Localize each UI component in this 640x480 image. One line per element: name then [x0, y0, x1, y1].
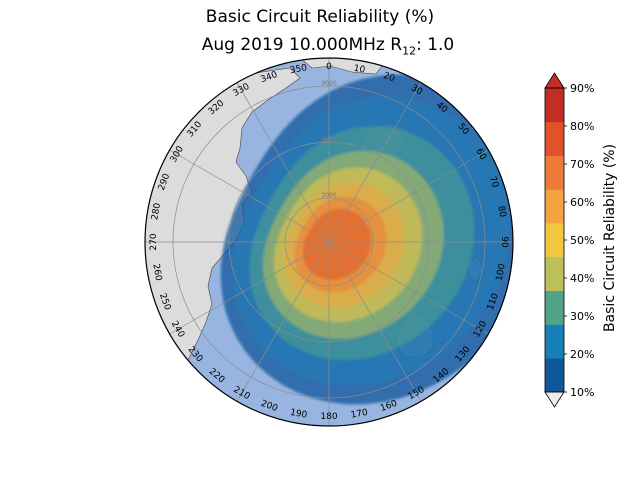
coverage-contours: [220, 74, 513, 405]
subtitle-subscript: 12: [402, 44, 417, 58]
colorbar-extend-over: [544, 72, 565, 89]
azimuth-spoke-30: [328, 82, 422, 243]
azimuth-spoke-120: [328, 241, 489, 335]
azimuth-label-80: 80: [495, 205, 507, 218]
colorbar-segment-40-percent: [545, 256, 564, 291]
azimuth-spoke-300: [169, 149, 330, 243]
azimuth-label-90: 90: [499, 236, 509, 248]
azimuth-label-70: 70: [487, 175, 500, 189]
colorbar-label: Basic Circuit Reliability (%): [602, 144, 618, 332]
azimuth-label-180: 180: [320, 412, 337, 422]
range-ring-labels: 3000 6000 9000: [321, 80, 336, 199]
subtitle-prefix: Aug 2019 10.000MHz R: [201, 35, 403, 55]
azimuth-spoke-210: [236, 241, 330, 402]
colorbar-tick-label-30-percent: 30%: [570, 310, 594, 323]
colorbar-segment-50-percent: [545, 223, 564, 258]
azimuth-label-260: 260: [150, 263, 163, 282]
colorbar-segment-30-percent: [545, 290, 564, 325]
colorbar: 10% 20% 30% 40% 50% 60% 70% 80% 90%: [544, 72, 594, 408]
colorbar-tick-label-20-percent: 20%: [570, 348, 594, 361]
azimuth-label-0: 0: [326, 62, 332, 72]
subtitle-suffix: : 1.0: [416, 35, 455, 55]
colorbar-tick-label-10-percent: 10%: [570, 386, 594, 399]
colorbar-segment-10-percent: [545, 358, 564, 393]
colorbar-segment-80-percent: [545, 121, 564, 156]
colorbar-tick-label-40-percent: 40%: [570, 272, 594, 285]
colorbar-tick-label-80-percent: 80%: [570, 120, 594, 133]
range-ring-label-9000: 9000: [321, 80, 336, 87]
colorbar-tick-label-70-percent: 70%: [570, 158, 594, 171]
colorbar-segment-20-percent: [545, 324, 564, 359]
polar-grid: [145, 58, 513, 426]
colorbar-tick-label-50-percent: 50%: [570, 234, 594, 247]
azimuth-spoke-240: [169, 241, 330, 335]
colorbar-tick-label-90-percent: 90%: [570, 82, 594, 95]
azimuth-label-280: 280: [150, 202, 163, 221]
azimuth-label-100: 100: [495, 263, 508, 282]
chart-subtitle: Aug 2019 10.000MHz R12: 1.0: [8, 35, 640, 57]
range-ring-label-3000: 3000: [321, 192, 336, 199]
chart-title: Basic Circuit Reliability (%): [205, 7, 435, 27]
colorbar-segment-60-percent: [545, 189, 564, 224]
azimuth-label-350: 350: [289, 63, 308, 76]
azimuth-spoke-150: [328, 241, 422, 402]
colorbar-extend-under: [544, 391, 565, 408]
map-boundary: [144, 57, 514, 427]
azimuth-label-10: 10: [353, 64, 366, 76]
azimuth-spoke-60: [328, 149, 489, 243]
azimuth-label-270: 270: [149, 233, 159, 250]
colorbar-segment-70-percent: [545, 155, 564, 190]
azimuth-spoke-330: [236, 82, 330, 243]
colorbar-segment-90-percent: [545, 88, 564, 123]
azimuth-label-20: 20: [382, 71, 396, 84]
azimuth-label-190: 190: [289, 408, 308, 421]
colorbar-tick-label-60-percent: 60%: [570, 196, 594, 209]
azimuth-label-170: 170: [350, 408, 369, 421]
azimuth-labels: 0 102030405060708090100110120130140150160…: [149, 62, 509, 422]
range-ring-label-6000: 6000: [321, 136, 336, 143]
